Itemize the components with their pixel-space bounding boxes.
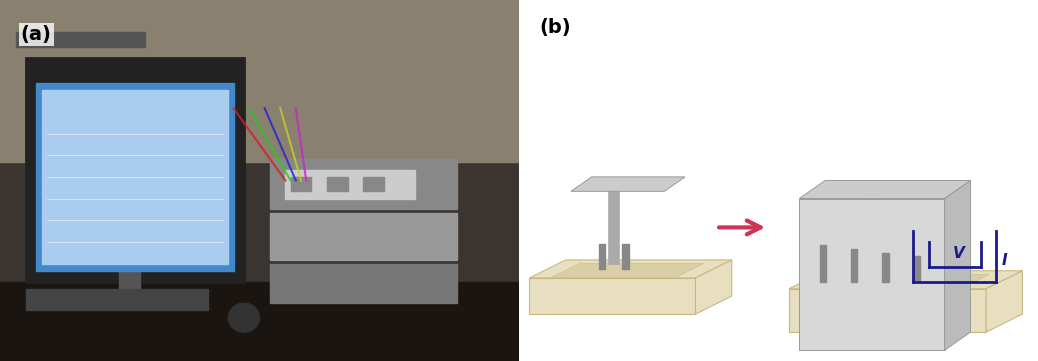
Polygon shape (789, 289, 986, 332)
Bar (851, 249, 857, 282)
Text: V: V (953, 246, 964, 261)
Bar (270, 264, 457, 303)
Text: (a): (a) (21, 25, 52, 44)
Text: I: I (1002, 253, 1007, 268)
Bar (622, 244, 628, 269)
Bar (42, 90, 228, 264)
Polygon shape (986, 271, 1022, 332)
Bar (913, 256, 920, 282)
Bar (327, 177, 348, 191)
Bar (882, 253, 889, 282)
Bar (820, 245, 826, 282)
Bar (0, 282, 519, 361)
Polygon shape (550, 264, 704, 278)
Bar (865, 199, 878, 350)
Text: (b): (b) (540, 18, 571, 37)
Polygon shape (529, 278, 695, 314)
Bar (599, 244, 605, 269)
Polygon shape (799, 180, 971, 199)
Polygon shape (571, 177, 685, 191)
Bar (93, 292, 166, 303)
Polygon shape (815, 274, 989, 289)
Polygon shape (695, 260, 732, 314)
Polygon shape (529, 260, 732, 278)
Bar (608, 184, 619, 264)
Bar (270, 159, 457, 209)
Polygon shape (945, 180, 971, 350)
Bar (363, 177, 384, 191)
Bar (26, 58, 244, 282)
Polygon shape (799, 199, 945, 350)
Bar (291, 177, 311, 191)
Ellipse shape (228, 303, 260, 332)
Bar (16, 32, 145, 47)
Bar (26, 289, 208, 310)
Bar (119, 271, 140, 296)
Bar (270, 213, 457, 260)
Bar (0, 0, 519, 162)
Bar (36, 83, 234, 271)
Polygon shape (789, 271, 1022, 289)
Bar (285, 170, 415, 199)
